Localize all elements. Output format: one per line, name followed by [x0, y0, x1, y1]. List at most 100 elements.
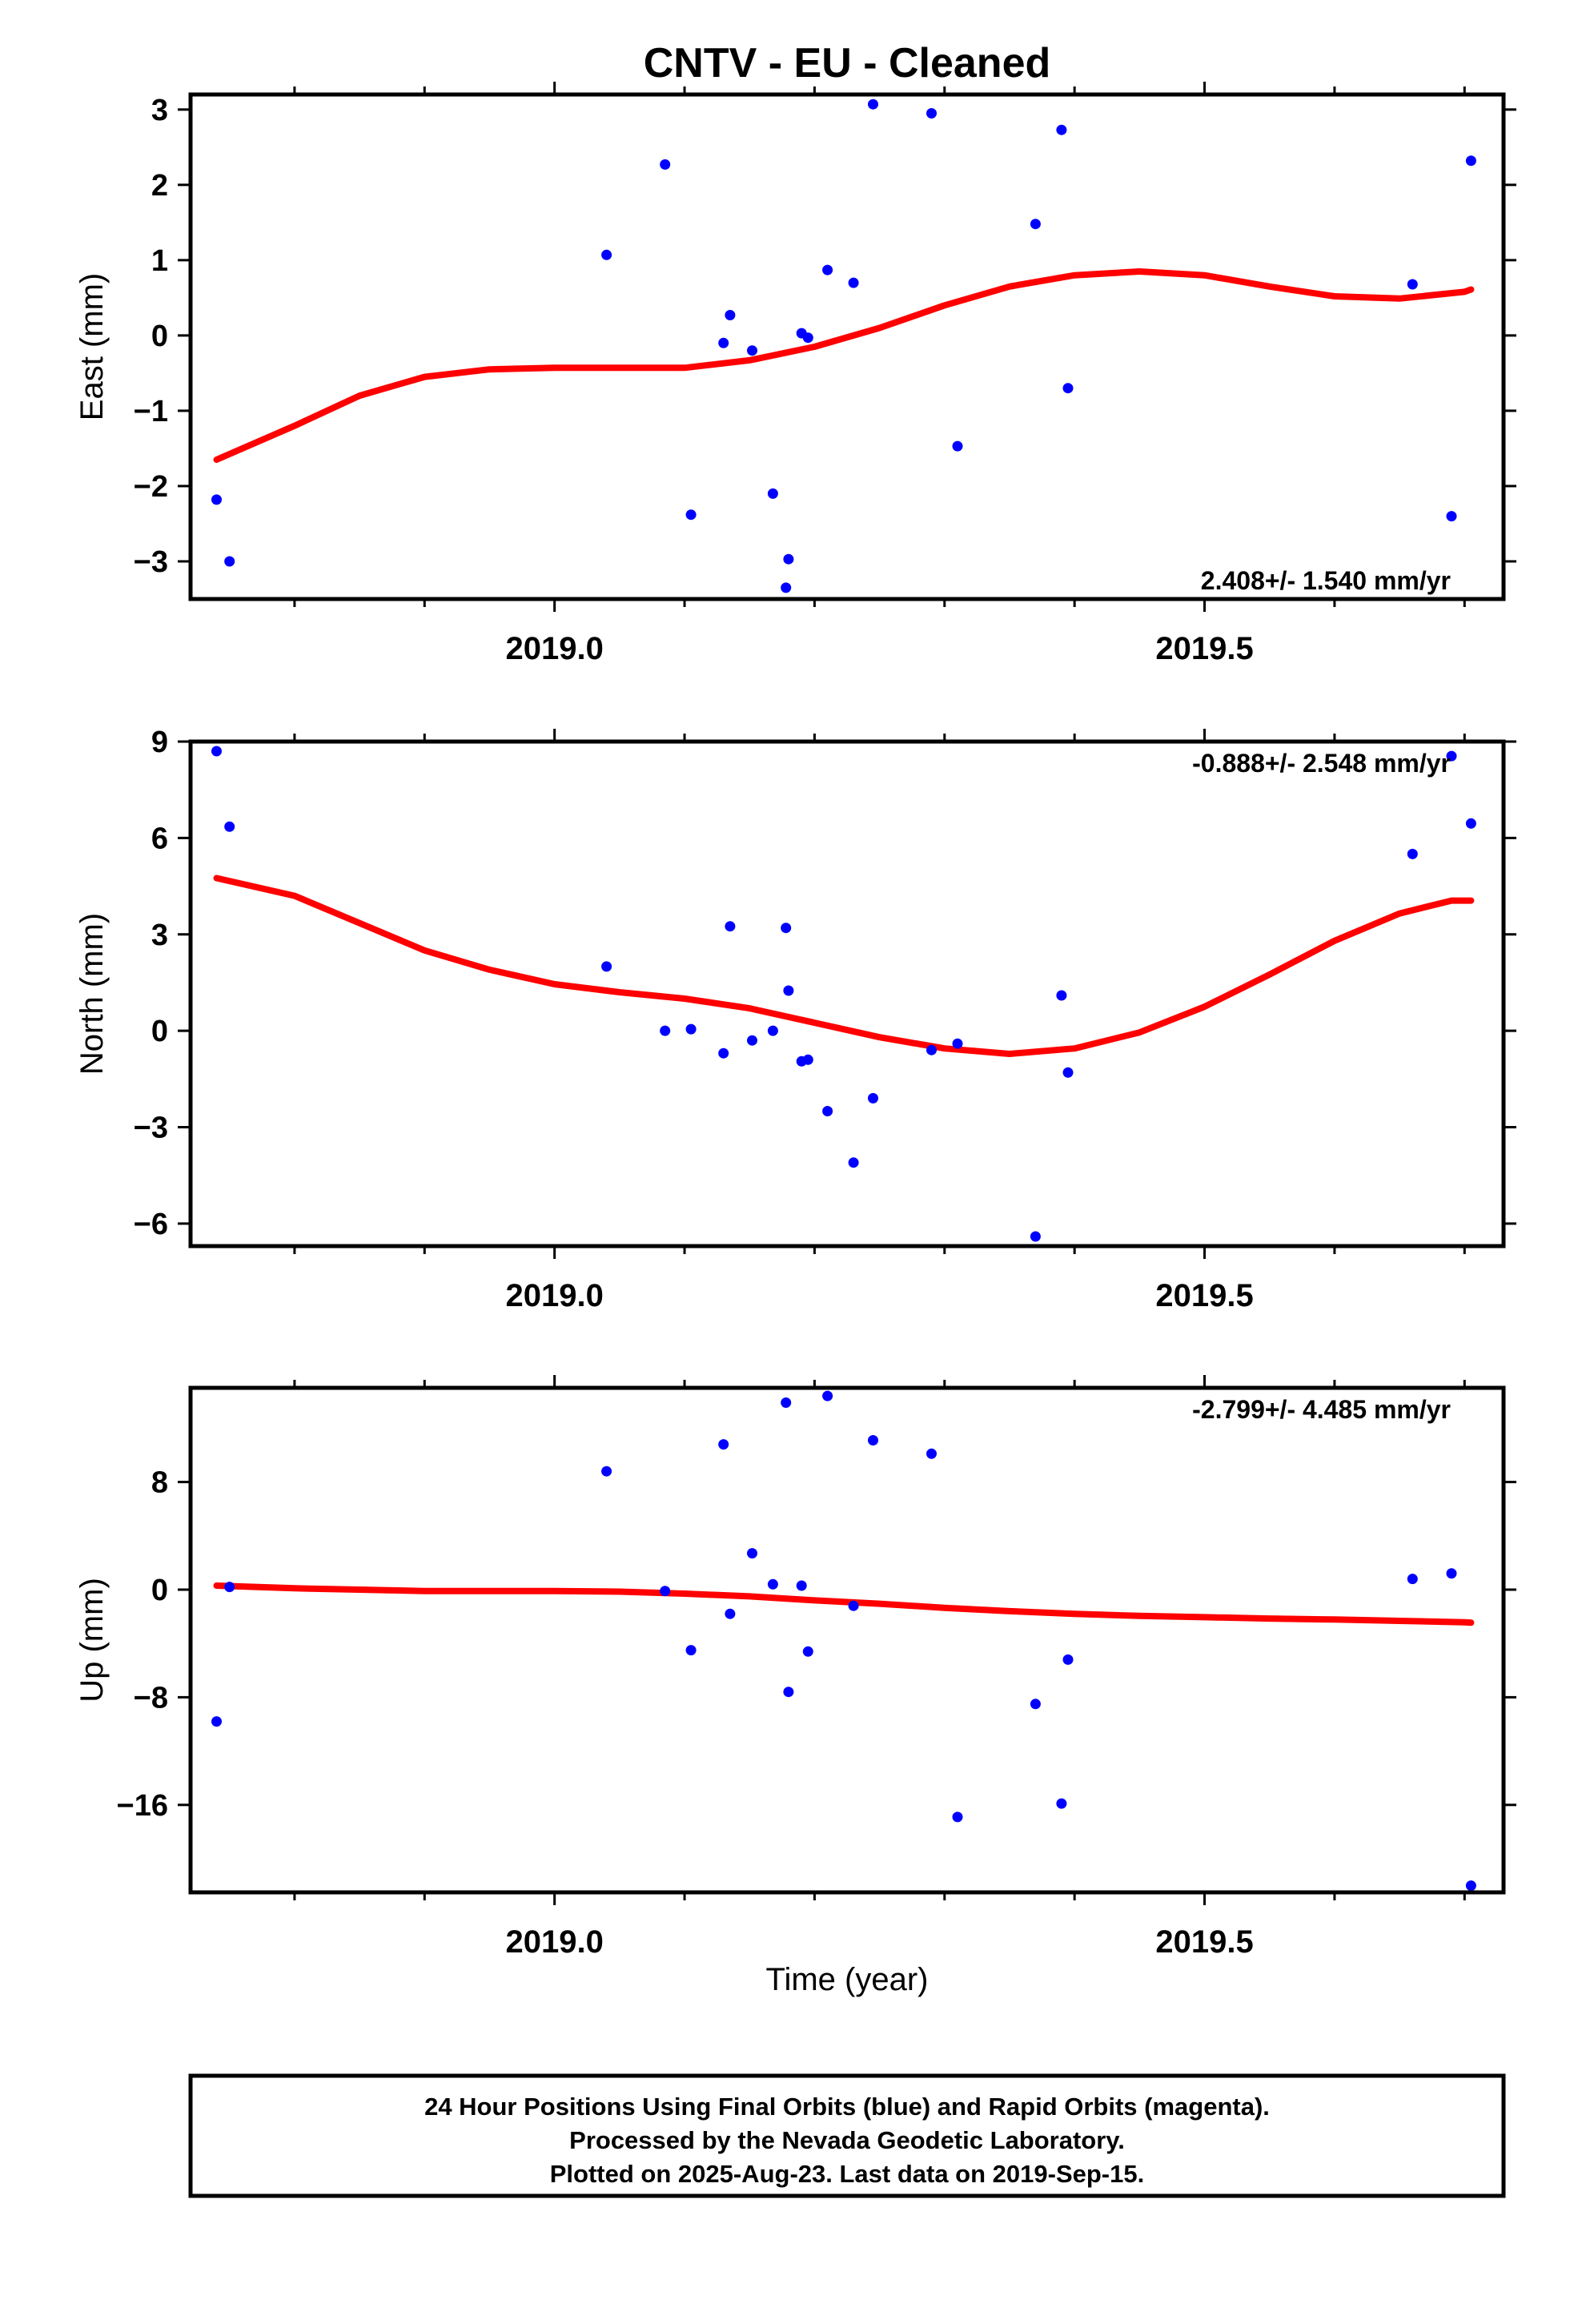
east-y-tick-label: 3 — [151, 94, 168, 127]
up-data-point — [796, 1580, 807, 1591]
up-y-tick-label: −8 — [134, 1681, 168, 1715]
north-data-point — [685, 1023, 697, 1035]
north-x-tick-label: 2019.5 — [1155, 1278, 1253, 1313]
up-y-axis-label: Up (mm) — [74, 1578, 110, 1703]
east-y-tick-label: 1 — [151, 244, 168, 278]
east-data-point — [1407, 279, 1418, 290]
north-data-point — [848, 1157, 859, 1168]
east-data-point — [926, 108, 937, 119]
north-data-point — [747, 1035, 757, 1046]
east-data-point — [725, 310, 736, 320]
up-data-point — [1030, 1699, 1041, 1710]
caption-box: 24 Hour Positions Using Final Orbits (bl… — [188, 2073, 1506, 2198]
up-data-point — [952, 1811, 963, 1823]
east-data-point — [848, 277, 859, 288]
up-y-tick-label: 8 — [151, 1466, 168, 1500]
east-data-point — [211, 494, 222, 505]
north-data-point — [1030, 1231, 1041, 1242]
north-y-tick-label: −3 — [134, 1112, 168, 1145]
east-x-tick-label: 2019.5 — [1155, 631, 1253, 666]
east-model-curve — [213, 268, 1475, 463]
north-data-point — [725, 921, 736, 932]
east-x-tick-label: 2019.0 — [505, 631, 603, 666]
north-data-point — [868, 1092, 878, 1104]
north-y-axis-label: North (mm) — [74, 913, 110, 1075]
north-data-point — [783, 985, 794, 996]
north-data-point — [601, 961, 612, 972]
x-axis-label: Time (year) — [766, 1962, 929, 1997]
north-y-tick-label: 9 — [151, 726, 168, 759]
north-rate-annotation: -0.888+/- 2.548 mm/yr — [1192, 749, 1451, 778]
north-data-point — [1062, 1067, 1074, 1078]
panel-up: 8 0 −8 −16 2019.0 2019.5 Up (mm) -2.799+/- 4.48… — [74, 1375, 1516, 1960]
up-data-point — [1056, 1798, 1067, 1809]
east-data-point — [601, 249, 612, 260]
up-data-point — [660, 1586, 671, 1597]
up-data-point — [848, 1600, 859, 1611]
up-frame — [188, 1385, 1506, 1895]
north-x-tick-label: 2019.0 — [505, 1278, 603, 1313]
north-frame — [188, 739, 1506, 1248]
north-data-point — [802, 1054, 813, 1065]
north-data-point — [767, 1025, 778, 1036]
up-data-point — [1062, 1654, 1074, 1665]
up-data-point — [747, 1548, 757, 1559]
east-frame — [188, 92, 1506, 601]
up-data-point — [1446, 1568, 1457, 1579]
caption-line-3: Plotted on 2025-Aug-23. Last data on 201… — [550, 2160, 1144, 2188]
up-data-point — [822, 1390, 833, 1401]
up-x-tick-label: 2019.5 — [1155, 1924, 1253, 1960]
east-data-point — [1465, 155, 1476, 167]
up-data-point — [725, 1608, 736, 1619]
east-data-point — [802, 332, 813, 344]
east-data-point — [747, 345, 757, 356]
east-data-point — [1062, 383, 1074, 394]
east-data-point — [1056, 124, 1067, 135]
up-data-point — [767, 1578, 778, 1590]
north-data-point — [952, 1038, 963, 1049]
east-data-point — [781, 582, 792, 593]
up-x-tick-label: 2019.0 — [505, 1924, 603, 1960]
up-data-point — [802, 1646, 813, 1657]
north-data-point — [781, 923, 792, 934]
up-data-point — [1407, 1574, 1418, 1585]
east-data-point — [660, 159, 671, 170]
east-data-point — [1030, 219, 1041, 230]
north-data-point — [211, 746, 222, 757]
east-y-tick-label: −3 — [134, 545, 168, 579]
caption-line-1: 24 Hour Positions Using Final Orbits (bl… — [424, 2093, 1270, 2121]
caption-line-2: Processed by the Nevada Geodetic Laborat… — [569, 2126, 1125, 2154]
up-data-point — [868, 1435, 878, 1445]
east-data-point — [952, 440, 963, 452]
east-data-point — [822, 264, 833, 275]
up-data-point — [718, 1439, 729, 1450]
east-data-point — [868, 99, 878, 110]
east-y-tick-label: −1 — [134, 395, 168, 428]
north-data-point — [1407, 848, 1418, 859]
east-rate-annotation: 2.408+/- 1.540 mm/yr — [1201, 566, 1451, 595]
panel-east: 3 2 1 0 −1 −2 −3 2019.0 2019.5 East (mm) 2.408+/- … — [74, 82, 1516, 666]
east-y-tick-label: −2 — [134, 470, 168, 504]
north-data-point — [926, 1044, 937, 1055]
up-data-point — [601, 1466, 612, 1477]
north-data-point — [1465, 818, 1476, 829]
up-rate-annotation: -2.799+/- 4.485 mm/yr — [1192, 1395, 1451, 1424]
up-data-point — [211, 1716, 222, 1727]
north-y-tick-label: −6 — [134, 1208, 168, 1241]
panel-north: 9 6 3 0 −3 −6 2019.0 2019.5 North (mm) -0.888+/- … — [74, 726, 1516, 1313]
north-data-point — [660, 1025, 671, 1036]
up-data-point — [1465, 1880, 1476, 1892]
north-y-tick-label: 0 — [151, 1015, 168, 1048]
north-model-curve — [213, 875, 1475, 1057]
east-data-point — [783, 553, 794, 565]
north-data-point — [1056, 990, 1067, 1001]
up-data-point — [926, 1448, 937, 1459]
north-y-tick-label: 6 — [151, 822, 168, 855]
north-y-tick-label: 3 — [151, 919, 168, 952]
east-data-point — [685, 509, 697, 521]
east-data-point — [718, 337, 729, 348]
up-y-tick-label: −16 — [117, 1789, 168, 1823]
up-data-point — [783, 1687, 794, 1698]
east-y-axis-label: East (mm) — [74, 273, 110, 420]
